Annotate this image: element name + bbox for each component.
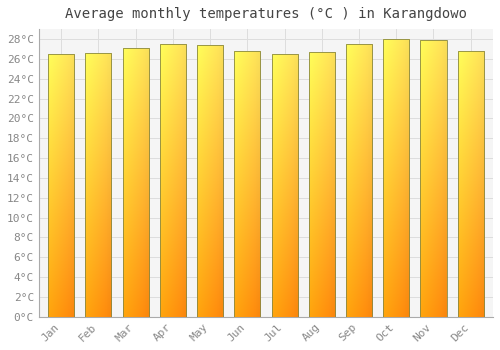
Bar	[160, 44, 186, 317]
Bar	[308, 52, 335, 317]
Title: Average monthly temperatures (°C ) in Karangdowo: Average monthly temperatures (°C ) in Ka…	[65, 7, 467, 21]
Bar	[234, 51, 260, 317]
Bar	[272, 54, 297, 317]
Bar	[48, 54, 74, 317]
Bar	[420, 40, 446, 317]
Bar	[86, 53, 112, 317]
Bar	[383, 39, 409, 317]
Bar	[458, 51, 483, 317]
Bar	[197, 45, 223, 317]
Bar	[346, 44, 372, 317]
Bar	[122, 48, 148, 317]
